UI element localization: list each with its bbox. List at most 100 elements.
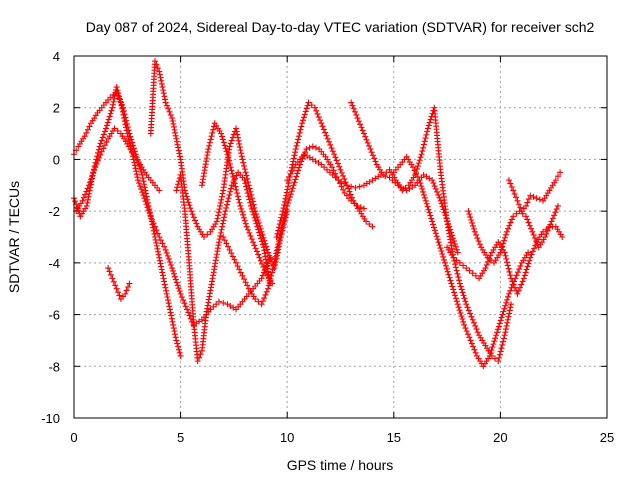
data-point: [177, 290, 184, 297]
data-point: [265, 285, 272, 292]
data-point: [233, 125, 240, 132]
data-point: [227, 140, 234, 147]
data-point: [122, 290, 129, 297]
data-point: [268, 272, 275, 279]
data-point: [290, 155, 297, 162]
data-point: [453, 246, 460, 253]
data-point: [173, 337, 180, 344]
data-point: [504, 296, 511, 303]
data-point: [264, 246, 271, 253]
data-point: [520, 275, 527, 282]
data-point: [505, 290, 512, 297]
data-point: [237, 269, 244, 276]
data-point: [281, 212, 288, 219]
data-point: [358, 124, 365, 131]
y-tick-label: 0: [53, 152, 60, 167]
data-point: [226, 191, 233, 198]
data-point: [83, 188, 90, 195]
data-point: [496, 351, 503, 358]
data-point: [429, 218, 436, 225]
data-point: [557, 169, 564, 176]
data-point: [234, 263, 241, 270]
data-point: [183, 306, 190, 313]
data-point: [340, 172, 347, 179]
data-point: [131, 145, 138, 152]
data-point: [504, 316, 511, 323]
data-point: [530, 193, 537, 200]
data-point: [275, 227, 282, 234]
data-point: [158, 80, 165, 87]
data-point: [502, 231, 509, 238]
data-point: [251, 204, 258, 211]
data-point: [301, 111, 308, 118]
data-point: [230, 173, 237, 180]
data-point: [159, 84, 166, 91]
data-point: [114, 127, 121, 134]
data-point: [96, 154, 103, 161]
data-point: [311, 104, 318, 111]
data-point: [458, 313, 465, 320]
data-point: [170, 120, 177, 127]
data-point: [414, 173, 421, 180]
data-point: [266, 279, 273, 286]
data-point: [193, 220, 200, 227]
data-point: [409, 164, 416, 171]
data-point: [185, 309, 192, 316]
data-point: [225, 243, 232, 250]
data-point: [160, 275, 167, 282]
data-point: [170, 321, 177, 328]
data-point: [173, 135, 180, 142]
data-point: [104, 119, 111, 126]
data-point: [508, 184, 515, 191]
data-point: [237, 147, 244, 154]
data-point: [295, 136, 302, 143]
data-point: [402, 184, 409, 191]
data-point: [436, 194, 443, 201]
data-point: [515, 287, 522, 294]
data-point: [159, 240, 166, 247]
series-sat-c: [73, 125, 163, 215]
data-point: [540, 228, 547, 235]
data-point: [169, 118, 176, 125]
data-point: [258, 238, 265, 245]
data-point: [103, 138, 110, 145]
data-point: [352, 184, 359, 191]
data-point: [282, 195, 289, 202]
data-point: [543, 230, 550, 237]
data-point: [455, 274, 462, 281]
data-point: [258, 275, 265, 282]
data-point: [498, 314, 505, 321]
data-point: [220, 139, 227, 146]
data-point: [509, 278, 516, 285]
data-point: [340, 186, 347, 193]
data-point: [461, 295, 468, 302]
data-point: [300, 117, 307, 124]
data-point: [438, 200, 445, 207]
data-point: [452, 261, 459, 268]
data-point: [281, 215, 288, 222]
data-point: [139, 189, 146, 196]
data-point: [528, 225, 535, 232]
data-point: [470, 225, 477, 232]
data-point: [246, 229, 253, 236]
data-point: [186, 312, 193, 319]
data-point: [420, 141, 427, 148]
data-point: [166, 303, 173, 310]
data-point: [98, 148, 105, 155]
data-point: [169, 318, 176, 325]
plot-points: [71, 58, 566, 370]
data-point: [173, 279, 180, 286]
data-point: [124, 124, 131, 131]
data-point: [91, 167, 98, 174]
data-point: [162, 99, 169, 106]
data-point: [190, 214, 197, 221]
data-point: [269, 269, 276, 276]
data-point: [349, 194, 356, 201]
data-point: [241, 276, 248, 283]
data-point: [242, 279, 249, 286]
data-point: [529, 248, 536, 255]
data-point: [329, 148, 336, 155]
data-point: [291, 164, 298, 171]
data-point: [225, 195, 232, 202]
data-point: [217, 229, 224, 236]
